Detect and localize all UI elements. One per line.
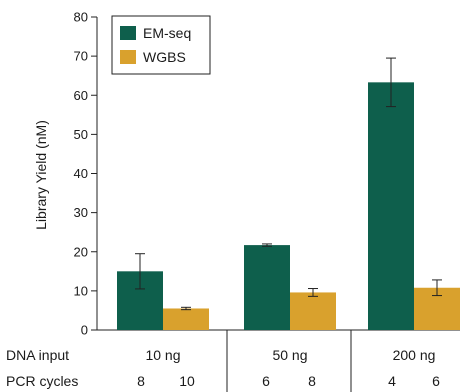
pcr-cycles-label: 4 [388, 373, 396, 389]
bar-em-seq [244, 245, 290, 330]
y-tick-label: 10 [74, 283, 88, 298]
pcr-cycles-label: 8 [308, 373, 316, 389]
pcr-cycles-label: 8 [137, 373, 145, 389]
y-tick-label: 80 [74, 10, 88, 25]
row-label-dna-input: DNA input [6, 347, 69, 363]
bar-wgbs [290, 292, 336, 330]
pcr-cycles-label: 6 [262, 373, 270, 389]
y-tick-label: 0 [81, 323, 88, 338]
legend-label-em-seq: EM-seq [143, 25, 191, 41]
legend-label-wgbs: WGBS [143, 49, 186, 65]
y-tick-label: 70 [74, 49, 88, 64]
pcr-cycles-label: 10 [179, 373, 195, 389]
bar-wgbs [163, 308, 209, 330]
plot-area: 0 10 20 30 40 50 60 70 80 [74, 10, 460, 338]
row-label-pcr-cycles: PCR cycles [6, 373, 78, 389]
bar-em-seq [368, 82, 414, 331]
legend-box [111, 15, 211, 75]
category-table: DNA input PCR cycles 10 ng 50 ng 200 ng … [6, 330, 440, 392]
y-axis-title: Library Yield (nM) [33, 120, 49, 230]
legend-swatch-em-seq [120, 26, 136, 40]
y-tick-label: 20 [74, 244, 88, 259]
y-tick-label: 40 [74, 166, 88, 181]
legend: EM-seq WGBS [111, 15, 211, 75]
y-tick-label: 50 [74, 127, 88, 142]
pcr-cycles-label: 6 [432, 373, 440, 389]
dna-input-label: 50 ng [272, 347, 307, 363]
y-tick-label: 60 [74, 88, 88, 103]
dna-input-label: 10 ng [145, 347, 180, 363]
y-tick-label: 30 [74, 205, 88, 220]
legend-swatch-wgbs [120, 50, 136, 64]
dna-input-label: 200 ng [393, 347, 436, 363]
